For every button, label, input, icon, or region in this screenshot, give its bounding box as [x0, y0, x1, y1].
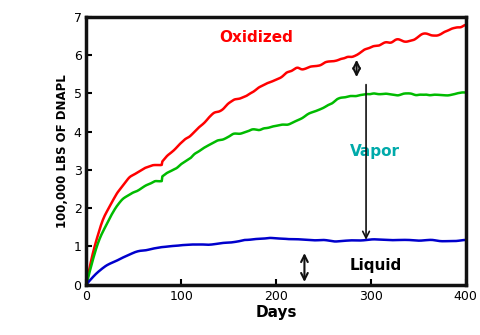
Text: Vapor: Vapor: [350, 144, 400, 159]
Text: Liquid: Liquid: [350, 258, 402, 273]
Y-axis label: 100,000 LBS OF DNAPL: 100,000 LBS OF DNAPL: [56, 74, 70, 227]
Text: Oxidized: Oxidized: [219, 29, 293, 45]
X-axis label: Days: Days: [255, 306, 297, 320]
